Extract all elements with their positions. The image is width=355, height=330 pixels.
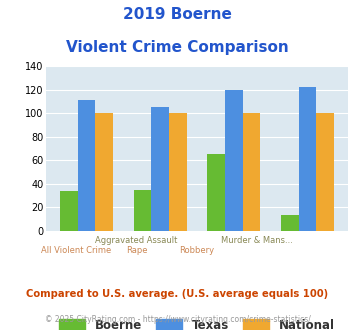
Text: 2019 Boerne: 2019 Boerne [123,7,232,21]
Bar [299,87,317,231]
Bar [60,191,77,231]
Text: Violent Crime Comparison: Violent Crime Comparison [66,40,289,54]
Text: Rape: Rape [126,246,147,255]
Text: Murder & Mans...: Murder & Mans... [222,236,293,245]
Bar [281,214,299,231]
Bar [133,190,151,231]
Text: Aggravated Assault: Aggravated Assault [95,236,178,245]
Text: Robbery: Robbery [180,246,214,255]
Bar [243,113,261,231]
Bar [77,100,95,231]
Bar [169,113,187,231]
Text: © 2025 CityRating.com - https://www.cityrating.com/crime-statistics/: © 2025 CityRating.com - https://www.city… [45,315,310,324]
Bar [151,107,169,231]
Text: Compared to U.S. average. (U.S. average equals 100): Compared to U.S. average. (U.S. average … [26,289,329,299]
Text: All Violent Crime: All Violent Crime [41,246,111,255]
Legend: Boerne, Texas, National: Boerne, Texas, National [54,313,340,330]
Bar [317,113,334,231]
Bar [225,89,243,231]
Bar [95,113,113,231]
Bar [207,154,225,231]
